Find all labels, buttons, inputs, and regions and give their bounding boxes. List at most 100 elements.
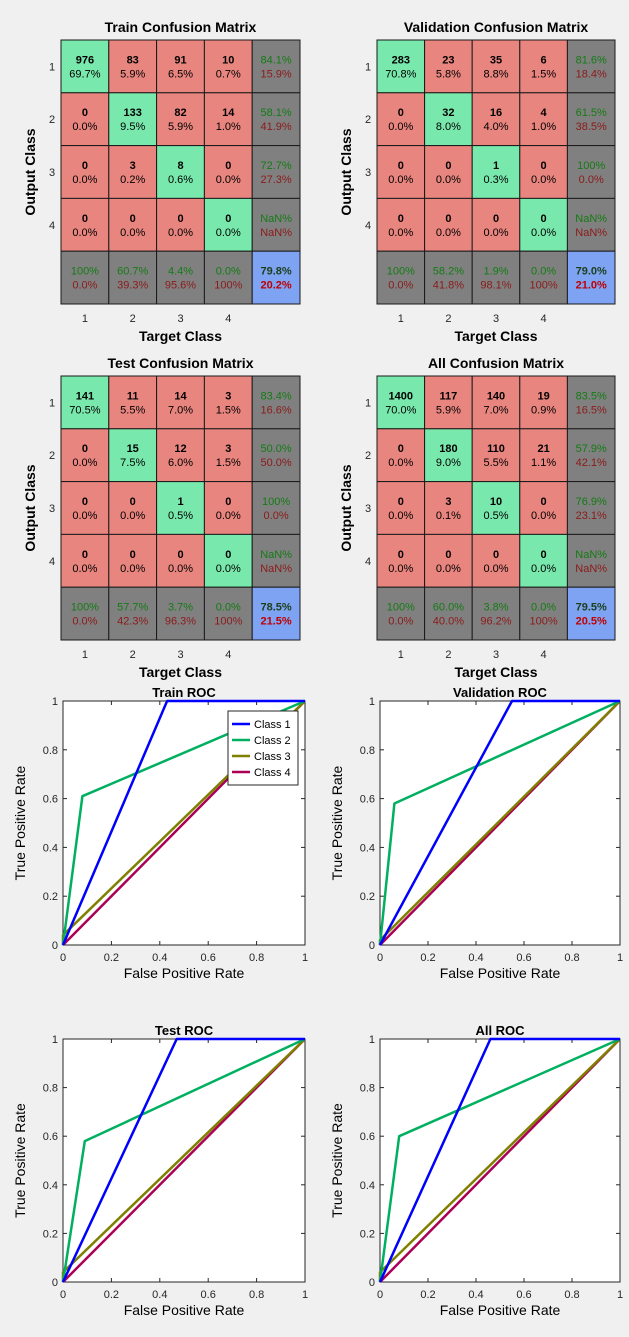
row-error: 0.0% [264,510,289,522]
cell-percent: 0.1% [436,510,461,522]
cell-percent: 0.0% [72,510,97,522]
cell-count: 14 [174,390,187,402]
incorrect-cell [108,375,158,430]
y-tick-label: 0.4 [43,1180,58,1192]
row-error: 23.1% [576,510,607,522]
summary-cell [566,375,616,430]
correct-cell [424,428,473,483]
cell-count: 110 [487,443,505,455]
cell-count: 12 [174,443,186,455]
y-tick-label: 3 [365,503,371,515]
col-recall: 60.7% [117,266,148,278]
chart-title: Train ROC [152,685,216,700]
row-precision: NaN% [575,213,607,225]
cell-percent: 0.0% [531,510,556,522]
cell-percent: 1.5% [216,457,241,469]
row-error: 18.4% [576,68,607,80]
cell-count: 0 [82,107,88,119]
incorrect-cell [376,481,426,535]
roc-line-series-2 [61,1037,306,1283]
col-error: 0.0% [388,280,413,292]
cell-percent: 1.0% [216,121,241,133]
cell-count: 283 [392,54,410,66]
y-axis-label: Output Class [338,464,354,551]
row-error: 41.9% [260,121,291,133]
x-tick-label: 0.6 [516,1289,531,1301]
x-tick-label: 0.4 [152,1289,167,1301]
row-error: 16.5% [576,404,607,416]
y-tick-label: 2 [365,450,371,462]
confusion-matrix: Test Confusion Matrix14170.5%115.5%147.0… [22,355,301,680]
x-tick-label: 0.6 [201,1289,216,1301]
cell-count: 15 [127,443,139,455]
summary-cell [251,428,301,483]
row-precision: NaN% [260,213,292,225]
y-tick-label: 2 [365,114,371,126]
x-tick-label: 1 [617,952,623,964]
col-error: 42.3% [117,616,148,628]
cell-percent: 1.5% [216,404,241,416]
incorrect-cell [471,533,521,588]
cell-count: 0 [541,213,547,225]
x-axis-label: Target Class [139,664,222,680]
cell-count: 0 [398,107,404,119]
correct-cell [519,533,568,588]
incorrect-cell [376,145,426,199]
cell-count: 1400 [389,390,413,402]
x-tick-label: 1 [398,649,404,661]
x-tick-label: 0 [377,1289,383,1301]
y-tick-label: 0.8 [43,1083,58,1095]
y-tick-label: 1 [49,61,55,73]
cell-count: 0 [445,549,451,561]
y-axis-label: True Positive Rate [329,1103,345,1218]
correct-cell [376,39,426,94]
y-tick-label: 0.4 [43,842,58,854]
incorrect-cell [471,92,521,147]
y-tick-label: 3 [49,503,55,515]
correct-cell [424,92,473,147]
overall-accuracy-cell [251,250,301,305]
correct-cell [60,39,110,94]
row-precision: 100% [262,496,290,508]
y-tick-label: 0 [52,940,58,952]
cell-count: 141 [76,390,94,402]
col-recall: 100% [71,266,99,278]
col-recall: 0.0% [531,266,556,278]
overall-accuracy: 79.8% [260,266,291,278]
cell-percent: 69.7% [69,68,100,80]
x-tick-label: 1 [82,313,88,325]
cell-count: 32 [442,107,454,119]
summary-cell [471,250,521,305]
legend-label: Class 2 [254,735,291,747]
correct-cell [156,145,205,199]
row-precision: 50.0% [260,443,291,455]
row-error: 27.3% [260,174,291,186]
y-tick-label: 4 [365,556,371,568]
col-error: 39.3% [117,280,148,292]
cell-percent: 7.0% [168,404,193,416]
roc-plot: Test ROC 00 0.2 0.2 0.4 0.4 0.6 0.6 0.8 0.8 1 1 Fals… [12,1023,308,1318]
incorrect-cell [519,375,568,430]
summary-cell [60,250,110,305]
cell-count: 82 [174,107,186,119]
y-tick-label: 0.2 [360,891,375,903]
correct-cell [156,481,205,535]
cell-percent: 0.0% [168,563,193,575]
cell-count: 23 [442,54,454,66]
cell-percent: 0.0% [216,510,241,522]
correct-cell [471,481,521,535]
x-tick-label: 0.8 [564,1289,579,1301]
cell-percent: 70.8% [385,68,416,80]
y-tick-label: 0.6 [360,794,375,806]
x-tick-label: 0 [377,952,383,964]
cell-count: 0 [445,160,451,172]
overall-error: 20.2% [260,280,291,292]
row-error: 42.1% [576,457,607,469]
row-precision: NaN% [575,549,607,561]
x-tick-label: 3 [493,313,499,325]
cell-count: 140 [487,390,505,402]
x-tick-label: 2 [445,313,451,325]
summary-cell [376,250,426,305]
y-tick-label: 0.6 [43,794,58,806]
summary-cell [251,375,301,430]
